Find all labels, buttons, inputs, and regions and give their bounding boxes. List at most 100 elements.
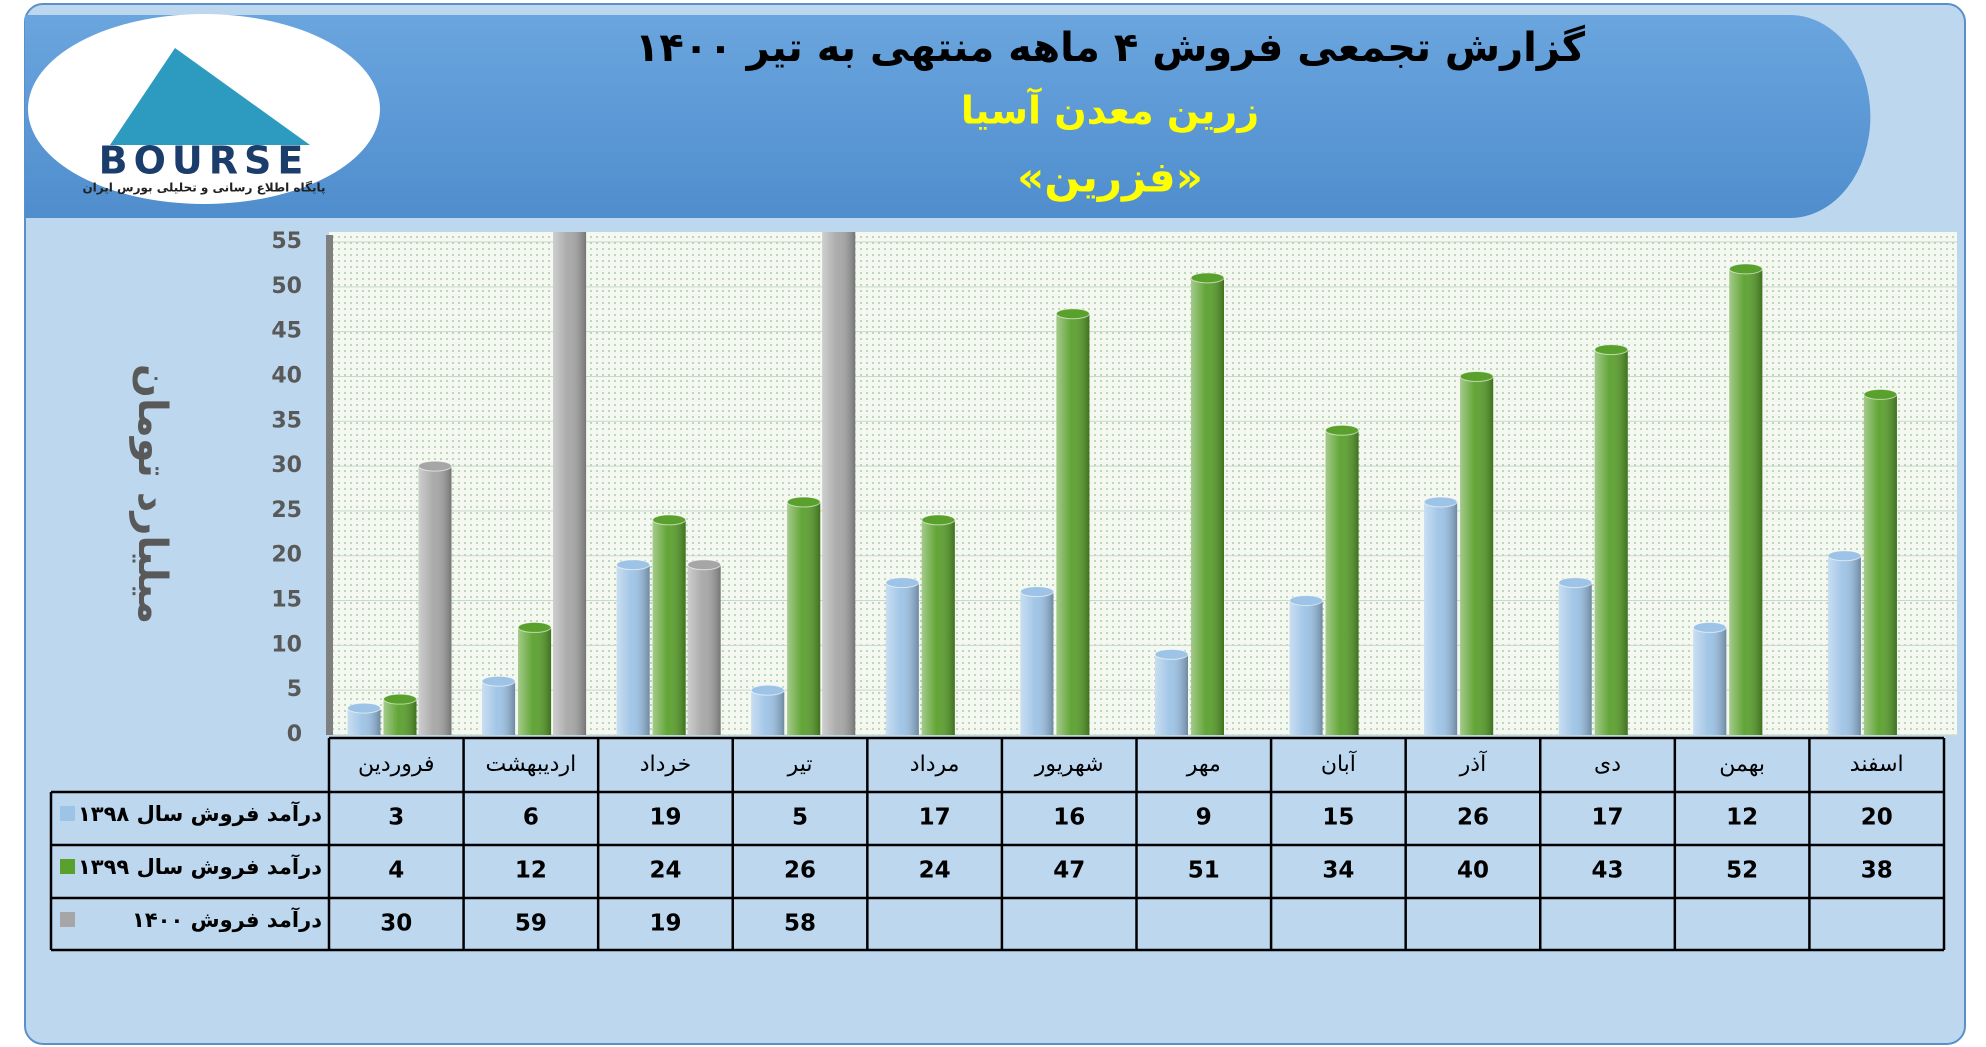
bar-shade	[1460, 376, 1494, 735]
legend-label: درآمد فروش ۱۴۰۰	[132, 907, 322, 932]
y-tick-label: 45	[271, 319, 302, 344]
table-value: 17	[1592, 805, 1624, 831]
x-tick-label: شهریور	[1034, 752, 1104, 777]
bar	[1863, 388, 1898, 735]
x-tick-label: مرداد	[910, 752, 960, 777]
y-tick-label: 20	[271, 543, 302, 568]
bar-cap	[1594, 344, 1629, 356]
table-value: 16	[1053, 805, 1085, 831]
bar-cap	[616, 559, 651, 571]
bar-cap	[517, 621, 552, 633]
bar-shade	[1424, 501, 1458, 735]
table-value: 24	[649, 858, 681, 884]
bar	[750, 684, 785, 735]
bar-shade	[383, 699, 417, 735]
bar-shade	[553, 232, 587, 736]
table-value: 51	[1188, 858, 1220, 884]
bar-cap	[1325, 424, 1360, 436]
y-tick-label: 25	[271, 498, 302, 523]
bar	[921, 514, 956, 735]
bar	[1594, 344, 1629, 735]
bar	[616, 559, 651, 735]
x-tick-label: مهر	[1186, 752, 1221, 777]
bar-cap	[1728, 263, 1763, 275]
table-value: 19	[649, 805, 681, 831]
bar-cap	[347, 702, 381, 714]
bar-cap	[418, 460, 452, 472]
table-value: 24	[919, 858, 951, 884]
table-value: 3	[388, 805, 404, 831]
bar	[383, 693, 417, 735]
logo-text: BOURSE	[99, 139, 310, 183]
bar-cap	[383, 693, 417, 705]
bar-shade	[482, 681, 516, 735]
bar-cap	[1190, 272, 1225, 284]
bar	[517, 621, 552, 735]
bar	[786, 496, 821, 735]
bar-cap	[1289, 595, 1324, 607]
bar-cap	[885, 577, 920, 589]
table-value: 17	[919, 805, 951, 831]
table-value: 26	[1457, 805, 1489, 831]
bar	[1459, 370, 1494, 735]
bar	[687, 559, 722, 735]
bar-cap	[687, 559, 722, 571]
bar-cap	[1055, 308, 1090, 320]
bar-shade	[1056, 313, 1090, 735]
chart-subtitle: زرین معدن آسیا	[961, 87, 1259, 133]
bar-shade	[1155, 654, 1188, 735]
bar-shade	[616, 564, 650, 735]
bar	[1558, 577, 1593, 735]
bar	[1154, 648, 1189, 735]
y-tick-label: 30	[271, 453, 302, 478]
y-axis-label: میلیارد تومان	[129, 364, 175, 624]
table-value: 5	[792, 805, 808, 831]
plot-wall	[326, 235, 333, 735]
bar-shade	[687, 564, 721, 735]
chart-annotation: «فزرین»	[1017, 153, 1203, 203]
x-tick-label: آبان	[1321, 750, 1357, 777]
bar-shade	[1594, 349, 1628, 735]
bar	[1190, 272, 1225, 735]
x-tick-label: تیر	[787, 752, 813, 777]
x-tick-label: فروردین	[358, 752, 435, 777]
bar-cap	[921, 514, 956, 526]
table-value: 52	[1726, 858, 1758, 884]
table-value: 9	[1196, 805, 1212, 831]
bar	[481, 675, 516, 735]
bar-cap	[1019, 586, 1054, 598]
x-tick-label: اردیبهشت	[486, 752, 577, 777]
table-value: 30	[380, 911, 412, 937]
bar	[347, 702, 381, 735]
bar-shade	[1191, 277, 1224, 735]
bar-shade	[1289, 600, 1323, 735]
bar-cap	[1423, 496, 1458, 508]
bar-cap	[1154, 648, 1189, 660]
table-value: 40	[1457, 858, 1489, 884]
table-value: 38	[1861, 858, 1893, 884]
y-tick-label: 55	[271, 229, 302, 254]
bar-shade	[885, 582, 919, 735]
bar	[418, 460, 452, 735]
bar-cap	[481, 675, 516, 687]
bar-shade	[518, 627, 552, 735]
bars	[347, 232, 1898, 736]
y-tick-label: 0	[287, 722, 302, 747]
bar-shade	[1020, 591, 1054, 735]
y-tick-label: 5	[287, 677, 302, 702]
table-value: 19	[649, 911, 681, 937]
legend-label: درآمد فروش سال ۱۳۹۹	[78, 854, 322, 879]
legend-swatch	[60, 859, 75, 874]
bar-shade	[751, 690, 785, 735]
bar-cap	[786, 496, 821, 508]
bar-shade	[1325, 430, 1359, 735]
logo-tagline: پایگاه اطلاع رسانی و تحلیلی بورس ایران	[82, 181, 325, 196]
bar-shade	[921, 519, 955, 735]
table-value: 59	[515, 911, 547, 937]
bar	[1289, 595, 1324, 735]
table-value: 58	[784, 911, 816, 937]
bar-cap	[1558, 577, 1593, 589]
chart-title: گزارش تجمعی فروش ۴ ماهه منتهی به تیر ۱۴۰…	[635, 24, 1586, 71]
header-banner	[25, 15, 1871, 218]
